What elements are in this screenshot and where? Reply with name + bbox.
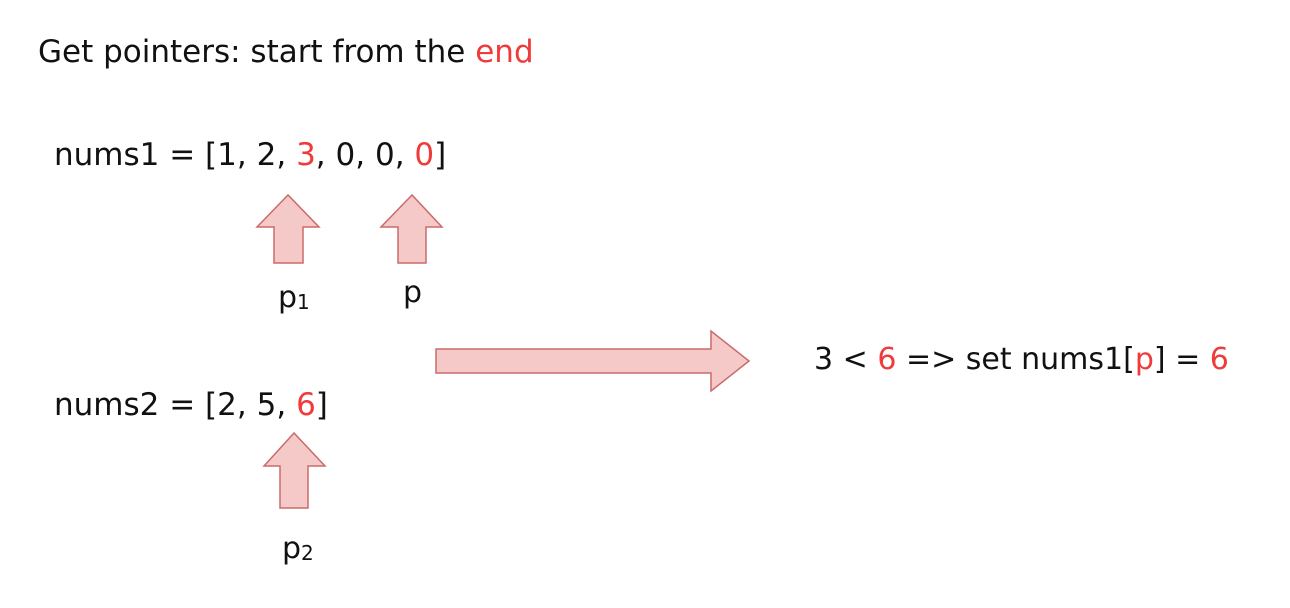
title-highlight: end: [475, 34, 534, 70]
result-target: nums1[: [1021, 342, 1135, 377]
title-prefix: Get pointers: start from the: [38, 34, 476, 70]
nums2-value: 5: [256, 387, 277, 423]
comparison-result: 3 < 6 => set nums1[p] = 6: [814, 345, 1229, 375]
nums1-name: nums1: [54, 137, 160, 173]
pointer-label-p1: p1: [278, 283, 310, 313]
result-close: ] =: [1153, 342, 1210, 377]
title: Get pointers: start from the end: [38, 37, 534, 68]
nums2-array: nums2 = [2, 5, 6]: [54, 387, 328, 423]
pointer-subscript: 2: [301, 541, 314, 565]
pointer-base: p: [282, 531, 302, 566]
up-arrow-icon: [262, 431, 327, 509]
right-arrow-icon: [435, 329, 751, 393]
nums2-value: 2: [217, 387, 237, 423]
nums1-value-highlighted: 3: [296, 137, 316, 173]
up-arrow-icon: [379, 193, 444, 264]
result-op: <: [833, 342, 878, 377]
up-arrow-icon: [255, 193, 321, 264]
pointer-subscript: 1: [297, 290, 310, 314]
result-right: 6: [877, 342, 897, 377]
nums1-value-highlighted: 0: [414, 137, 435, 173]
pointer-label-p: p: [403, 278, 422, 308]
pointer-base: p: [403, 275, 423, 310]
nums2-value-highlighted: 6: [296, 387, 316, 423]
pointer-label-p2: p2: [282, 534, 314, 564]
result-arrow: => set: [896, 342, 1022, 377]
result-value: 6: [1209, 342, 1229, 377]
nums1-value: 1: [217, 137, 237, 173]
result-index: p: [1134, 342, 1154, 377]
nums1-array: nums1 = [1, 2, 3, 0, 0, 0]: [54, 137, 447, 173]
result-left: 3: [814, 342, 834, 377]
nums2-name: nums2: [54, 387, 160, 423]
nums1-value: 0: [374, 137, 395, 173]
pointer-base: p: [278, 280, 298, 315]
nums1-value: 0: [335, 137, 356, 173]
nums1-value: 2: [256, 137, 277, 173]
